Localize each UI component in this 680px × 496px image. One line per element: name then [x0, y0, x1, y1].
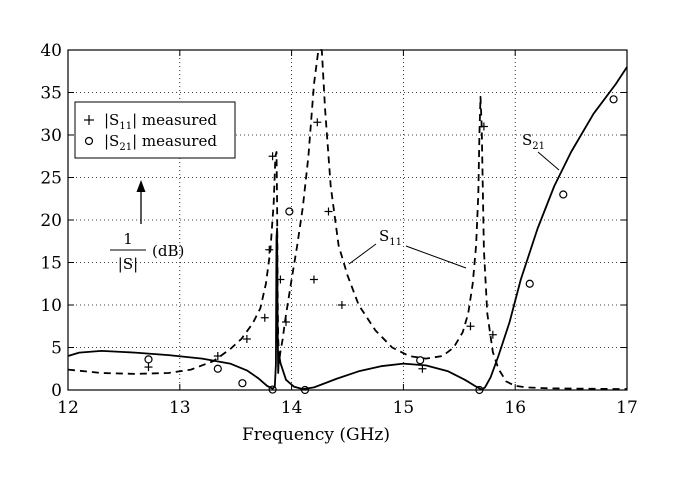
y-axis-label: 1 |S| (dB): [110, 180, 184, 273]
y-tick-label: 20: [40, 211, 62, 231]
s11-measured-point: [488, 330, 497, 339]
s11-measured-point: [242, 335, 251, 343]
y-label-unit: (dB): [152, 242, 184, 260]
x-axis-title: Frequency (GHz): [242, 425, 390, 445]
ticks: 12 13 14 15 16 17 0 5 10 15 20 25 30 35 40: [40, 41, 637, 418]
s11-annotation: S11: [348, 227, 467, 269]
s11-measured-point: [276, 275, 285, 284]
s11-measured-point: [466, 322, 475, 331]
y-tick-label: 10: [40, 296, 62, 316]
plot-frame: [67, 49, 628, 391]
legend-box: [74, 101, 236, 159]
s11-measured-point: [309, 275, 318, 284]
s21-measured-point: [609, 95, 618, 104]
s11-measured-point: [337, 301, 346, 309]
y-tick-label: 30: [40, 126, 62, 146]
s21-annotation: S21: [522, 131, 560, 171]
s11-measured-point: [313, 118, 322, 127]
s11-measured-point: [213, 352, 222, 360]
s11-measured-point: [282, 318, 291, 326]
y-tick-label: 25: [40, 169, 62, 189]
s11-measured-point: [265, 245, 274, 254]
curves: [67, 49, 628, 391]
s11-leader-line-left: [348, 243, 377, 265]
y-tick-label: 40: [40, 41, 62, 61]
legend: |S11| measured |S21| measured: [74, 101, 236, 159]
x-tick-label: 13: [169, 398, 191, 418]
s21-measured-point: [416, 356, 425, 365]
s11-measured-point: [324, 207, 333, 216]
s21-leader-line: [537, 151, 560, 171]
legend-plus-marker: [84, 115, 94, 125]
s21-measured-point: [525, 279, 534, 288]
s11-measured-point: [144, 363, 153, 372]
s21-annotation-label: S21: [522, 131, 545, 152]
y-tick-label: 35: [40, 84, 62, 104]
legend-s21-label: |S21| measured: [104, 132, 217, 153]
s21-measured-point: [144, 355, 153, 364]
y-tick-label: 15: [40, 254, 62, 274]
x-tick-label: 17: [616, 398, 638, 418]
y-tick-label: 5: [51, 339, 62, 359]
legend-circle-marker: [84, 136, 94, 146]
x-tick-label: 14: [281, 398, 303, 418]
y-label-denominator: |S|: [118, 255, 138, 273]
legend-s11-label: |S11| measured: [104, 111, 217, 132]
s11-measured-point: [418, 364, 427, 373]
s21-measured-point: [238, 379, 247, 388]
arrow-head-icon: [136, 180, 146, 192]
s21_sim-line: [67, 66, 628, 391]
s11-annotation-label: S11: [379, 227, 402, 248]
s11_sim-line: [67, 49, 628, 390]
grid: [68, 50, 627, 390]
s11-measured-point: [268, 152, 277, 161]
s11-measured-point: [260, 313, 269, 322]
s21-measured-point: [213, 364, 222, 373]
y-tick-label: 0: [51, 381, 62, 401]
y-label-numerator: 1: [123, 230, 133, 248]
s21-measured-point: [559, 190, 568, 199]
x-tick-label: 16: [504, 398, 526, 418]
x-tick-label: 15: [393, 398, 415, 418]
s21-measured-point: [285, 207, 294, 216]
s11-leader-line-right: [405, 245, 467, 269]
s11-measured-point: [479, 122, 488, 131]
x-tick-label: 12: [57, 398, 79, 418]
